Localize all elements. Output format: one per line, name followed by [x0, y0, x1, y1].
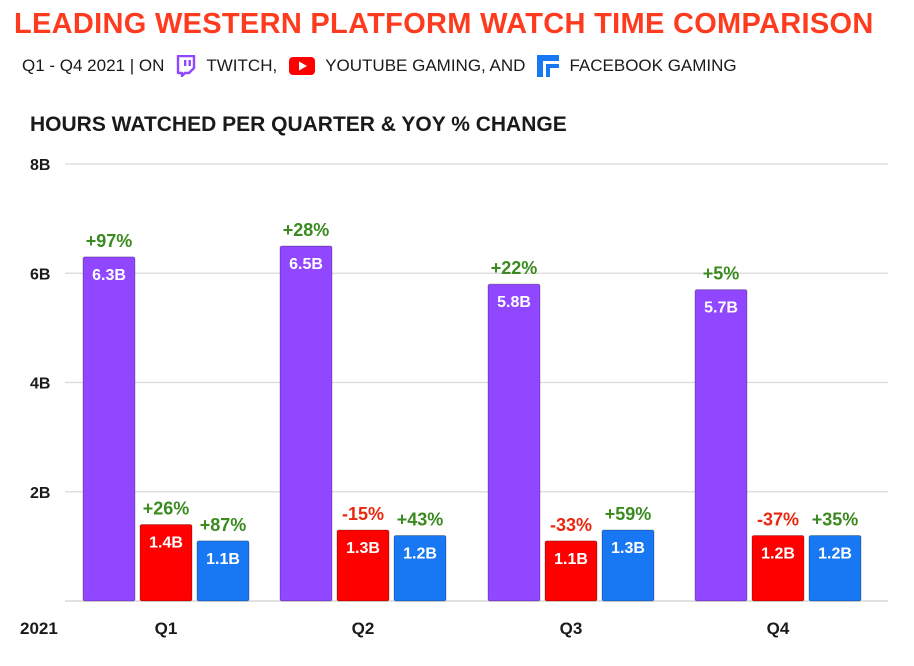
- yoy-change-label: +5%: [703, 264, 740, 284]
- chart-heading: HOURS WATCHED PER QUARTER & YOY % CHANGE: [30, 113, 567, 136]
- y-tick-label: 6B: [30, 266, 50, 283]
- value-label: 1.4B: [149, 535, 183, 552]
- youtube-icon: [289, 57, 316, 75]
- yoy-change-label: +59%: [605, 504, 652, 524]
- y-tick-label: 4B: [30, 376, 50, 393]
- yoy-change-label: -15%: [342, 504, 384, 524]
- twitch-bar: [694, 289, 748, 602]
- yoy-change-label: +87%: [200, 515, 247, 535]
- yoy-change-label: +35%: [812, 509, 859, 529]
- value-label: 1.3B: [346, 540, 380, 557]
- yoy-change-label: +22%: [491, 258, 538, 278]
- facebook-bar: [601, 529, 655, 602]
- category-label: Q2: [352, 619, 375, 638]
- value-label: 1.1B: [554, 551, 588, 568]
- value-label: 5.8B: [497, 294, 531, 311]
- yoy-change-label: -33%: [550, 515, 592, 535]
- y-tick-label: 2B: [30, 485, 50, 502]
- yoy-change-label: +43%: [397, 509, 444, 529]
- category-label: Q4: [767, 619, 790, 638]
- twitch-bar: [487, 283, 541, 602]
- yoy-change-label: -37%: [757, 509, 799, 529]
- youtube-bar: [336, 529, 390, 602]
- value-label: 6.5B: [289, 256, 323, 273]
- category-label: Q3: [560, 619, 583, 638]
- facebook-bar: [196, 540, 250, 602]
- value-label: 6.3B: [92, 267, 126, 284]
- facebook-gaming-icon: [537, 55, 560, 77]
- value-label: 1.2B: [403, 545, 437, 562]
- value-label: 1.1B: [206, 551, 240, 568]
- value-label: 5.7B: [704, 300, 738, 317]
- y-tick-label: 8B: [30, 157, 50, 174]
- twitch-bar: [279, 245, 333, 602]
- subtitle-prefix: Q1 - Q4 2021 | ON: [22, 56, 165, 75]
- subtitle-facebook: FACEBOOK GAMING: [569, 56, 737, 75]
- youtube-bar: [139, 524, 193, 602]
- yoy-change-label: +28%: [283, 220, 330, 240]
- youtube-bar: [544, 540, 598, 602]
- category-label: Q1: [155, 619, 178, 638]
- value-label: 1.2B: [818, 545, 852, 562]
- yoy-change-label: +97%: [86, 231, 133, 251]
- yoy-change-label: +26%: [143, 499, 190, 519]
- x-axis-label: 2021: [20, 619, 58, 638]
- subtitle-youtube: YOUTUBE GAMING, AND: [325, 56, 526, 75]
- twitch-bar: [82, 256, 136, 602]
- subtitle: Q1 - Q4 2021 | ON TWITCH, YOUTUBE GAMING…: [22, 55, 737, 77]
- facebook-bar: [393, 534, 447, 602]
- value-label: 1.3B: [611, 540, 645, 557]
- twitch-icon: [176, 55, 196, 77]
- chart-title: LEADING WESTERN PLATFORM WATCH TIME COMP…: [14, 8, 874, 40]
- subtitle-twitch: TWITCH,: [206, 56, 278, 75]
- value-label: 1.2B: [761, 545, 795, 562]
- facebook-bar: [808, 534, 862, 602]
- youtube-bar: [751, 534, 805, 602]
